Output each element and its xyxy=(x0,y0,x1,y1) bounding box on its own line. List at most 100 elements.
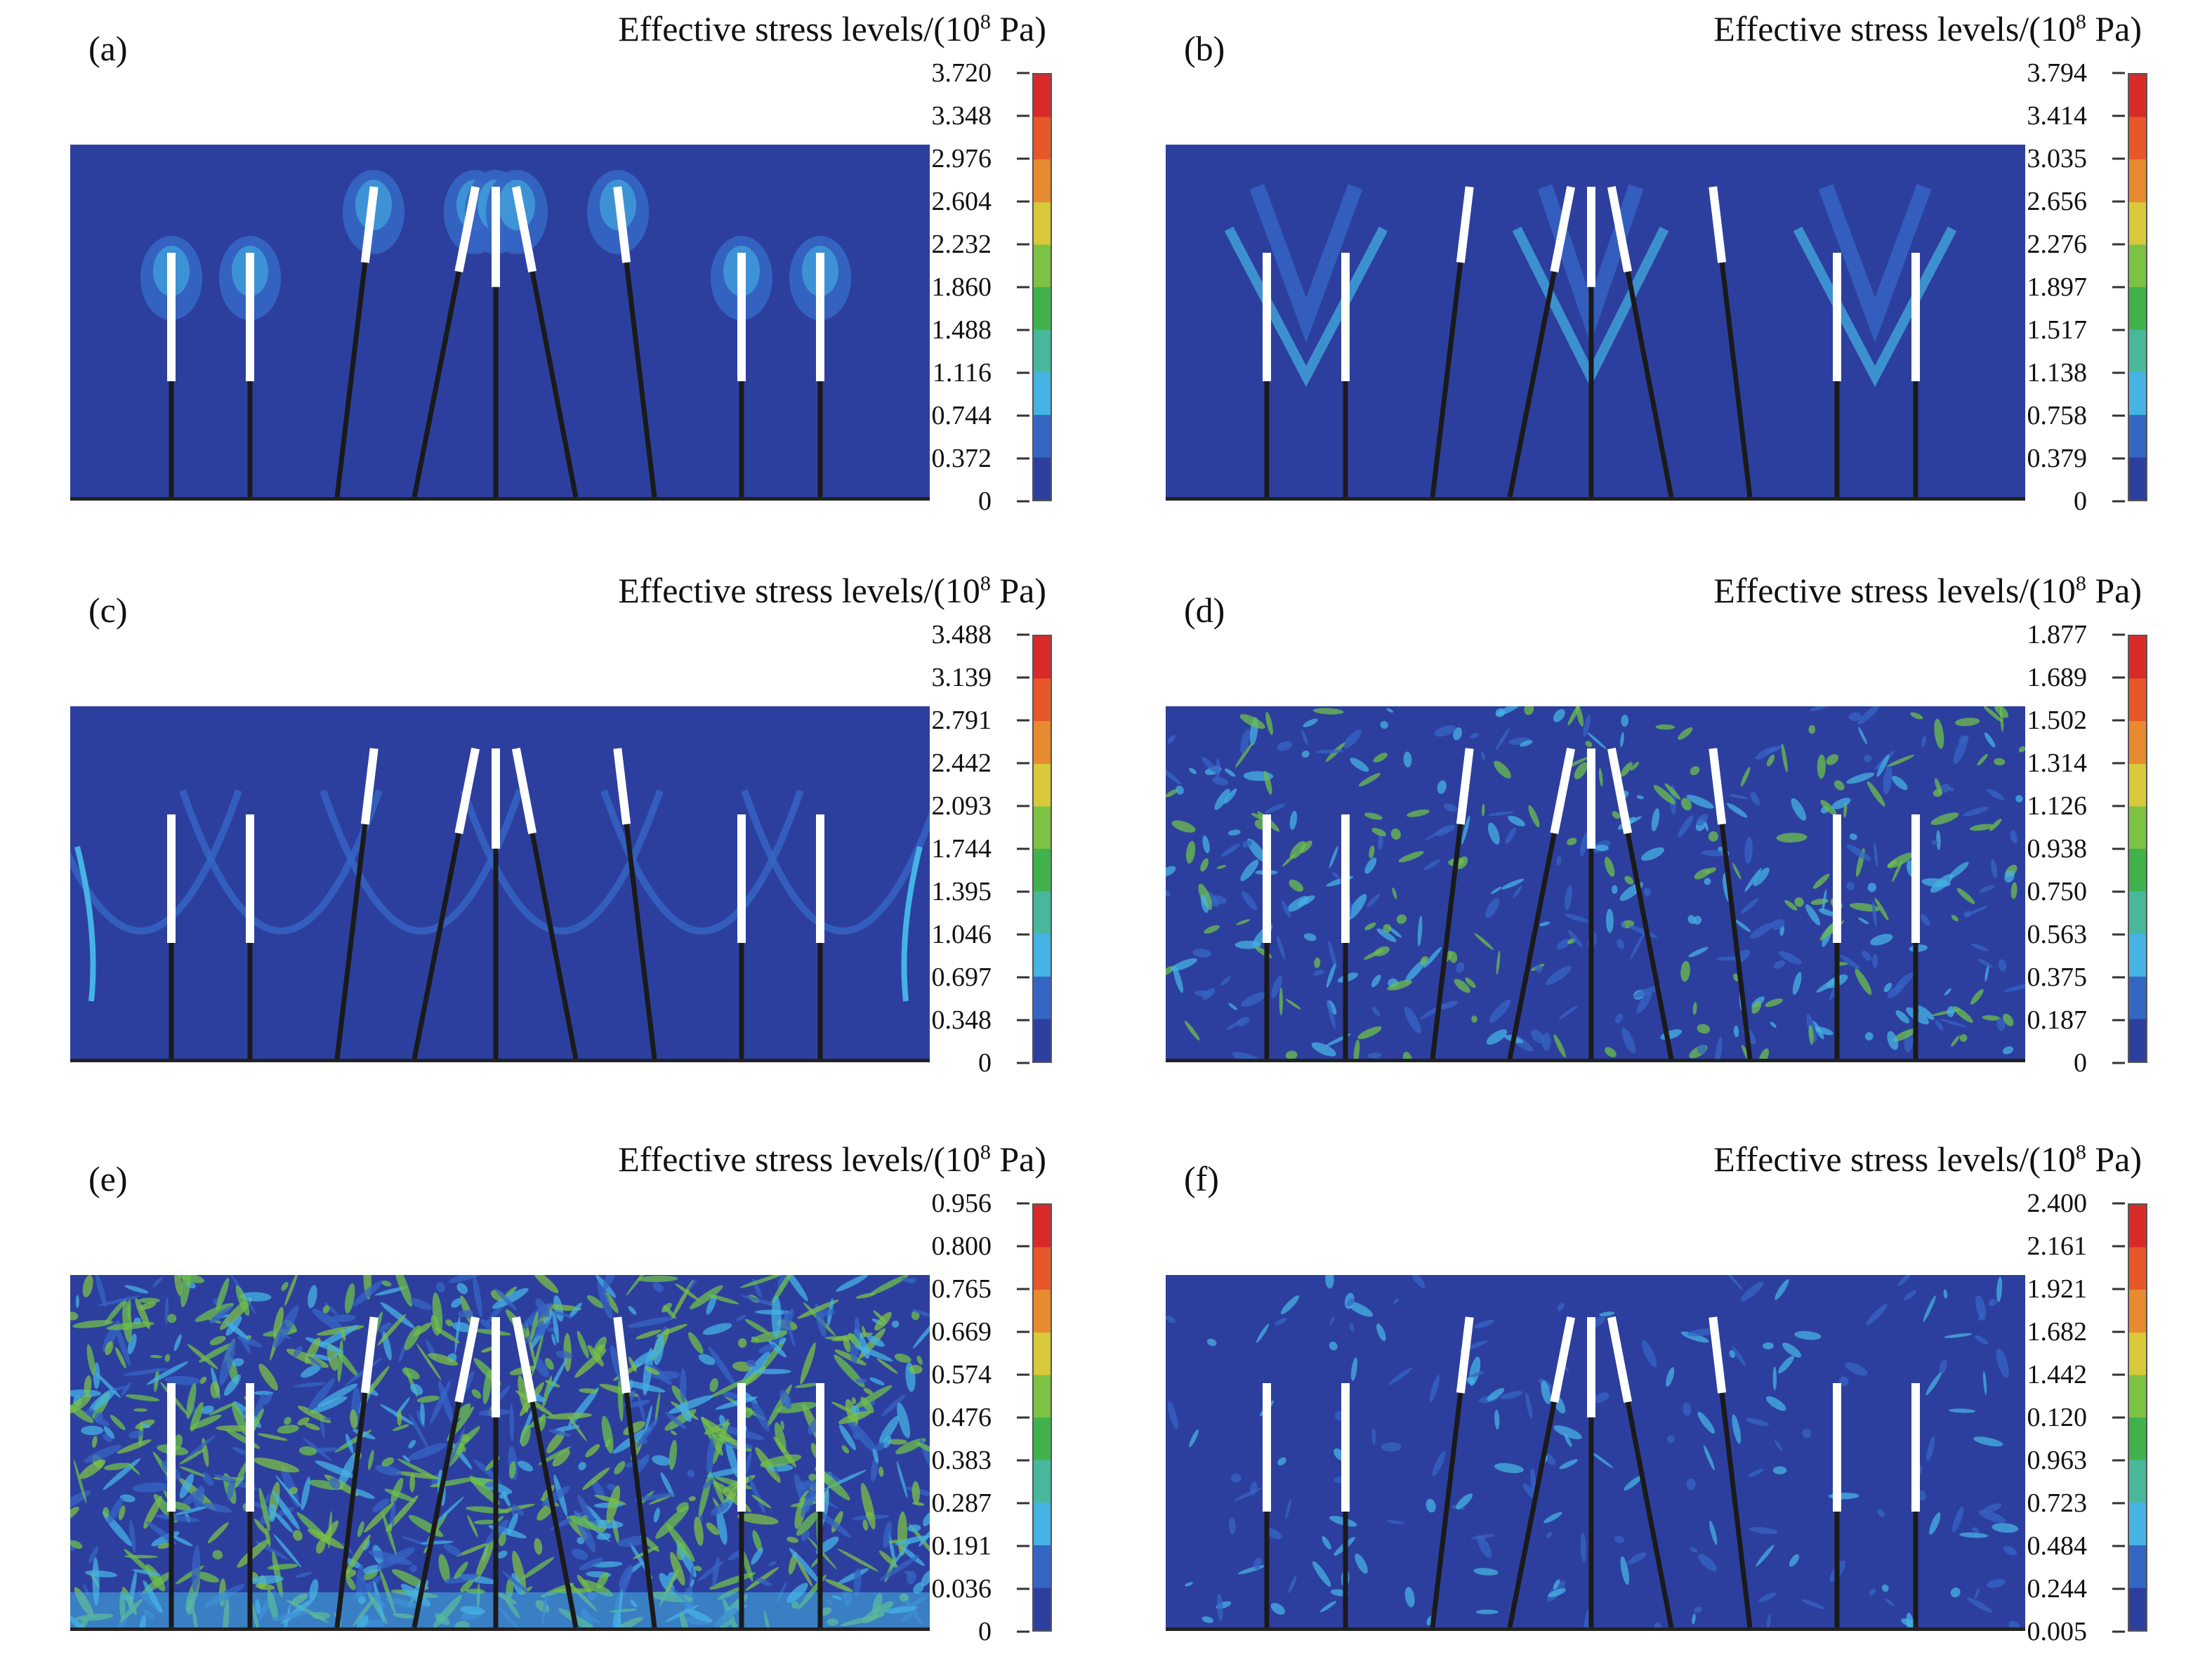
stress-speck xyxy=(1943,1289,1948,1299)
stress-speck xyxy=(498,1532,506,1547)
stress-speck xyxy=(1697,1411,1715,1434)
stress-speck xyxy=(173,1334,182,1352)
stress-speck xyxy=(789,1547,822,1585)
stress-speck xyxy=(1496,950,1501,975)
stress-speck xyxy=(771,1295,782,1338)
stress-speck xyxy=(1466,1376,1475,1385)
stress-speck xyxy=(698,1354,716,1366)
stress-arc xyxy=(74,846,96,1002)
stress-speck xyxy=(1239,714,1265,729)
stress-speck xyxy=(878,1466,884,1477)
panel-c: (c) Effective stress levels/(108 Pa) 3.488… xyxy=(0,562,1095,1109)
colorbar-title: Effective stress levels/(108 Pa) xyxy=(1713,570,2142,611)
stress-speck xyxy=(797,1300,839,1319)
stress-speck xyxy=(716,1509,728,1545)
stress-speck xyxy=(834,1349,867,1366)
stress-speck xyxy=(739,1275,785,1288)
stress-speck xyxy=(1530,1468,1536,1493)
stress-speck xyxy=(897,1402,911,1439)
stress-speck xyxy=(1758,1592,1777,1602)
stress-speck xyxy=(186,1382,197,1419)
colorbar-tick-mark xyxy=(2112,243,2125,246)
stress-speck xyxy=(737,1513,779,1525)
stress-speck xyxy=(854,1345,893,1362)
stress-speck xyxy=(341,1329,346,1341)
stress-speck xyxy=(1326,999,1336,1029)
stress-speck xyxy=(627,1316,674,1328)
stress-speck xyxy=(751,1336,760,1342)
stress-speck xyxy=(308,1378,335,1411)
stress-speck xyxy=(1979,885,1995,893)
panel-label: (a) xyxy=(88,29,128,68)
stress-speck xyxy=(736,1314,746,1321)
stress-speck xyxy=(690,1579,694,1587)
stress-speck xyxy=(1301,751,1310,758)
stress-speck xyxy=(1703,1445,1715,1470)
stress-speck xyxy=(1184,1020,1200,1041)
stress-speck xyxy=(1734,919,1751,932)
stress-speck xyxy=(1812,1021,1824,1040)
colorbar-tick-label: 0 xyxy=(978,487,992,516)
stress-speck xyxy=(687,1279,697,1290)
stress-speck xyxy=(1289,879,1304,892)
stress-speck xyxy=(444,1573,479,1584)
stress-speck xyxy=(1171,820,1196,833)
stress-speck xyxy=(1740,767,1751,787)
implant-head xyxy=(454,185,480,273)
stress-speck xyxy=(1329,1341,1338,1351)
stress-speck xyxy=(1971,1527,1980,1533)
implant-head xyxy=(1456,1316,1474,1394)
stress-speck xyxy=(870,1275,909,1295)
implants xyxy=(167,185,824,497)
stress-speck xyxy=(1728,794,1748,800)
stress-speck xyxy=(603,1275,617,1290)
stress-speck xyxy=(912,1502,925,1506)
stress-speck xyxy=(1456,962,1465,974)
stress-speck xyxy=(1513,885,1522,898)
stress-speck xyxy=(2015,795,2023,802)
stress-speck xyxy=(863,1387,874,1395)
colorbar-tick-mark xyxy=(1017,1630,1029,1633)
stress-speck xyxy=(1749,1527,1778,1534)
stress-speck xyxy=(253,1458,300,1473)
stress-speck xyxy=(869,1377,885,1386)
colorbar-title-unit: Pa) xyxy=(2086,1139,2142,1179)
panel-label: (c) xyxy=(88,590,128,630)
stress-speck xyxy=(1874,897,1889,921)
colorbar-title-unit: Pa) xyxy=(990,9,1046,48)
stress-speck xyxy=(890,1538,912,1570)
stress-speck xyxy=(1782,1342,1802,1358)
stress-speck xyxy=(317,1383,358,1407)
stress-speck xyxy=(855,1378,867,1384)
colorbar-tick-mark xyxy=(2112,1373,2125,1376)
implant-head xyxy=(613,186,631,263)
stress-speck xyxy=(715,1396,758,1410)
colorbar-tick-label: 1.046 xyxy=(931,920,992,949)
panel-d: (d) Effective stress levels/(108 Pa) 1.877… xyxy=(1095,562,2191,1109)
stress-speck xyxy=(1753,867,1770,887)
stress-speck xyxy=(1983,706,2003,722)
colorbar-tick-mark xyxy=(1017,457,1029,460)
stress-speck xyxy=(1892,859,1903,883)
stress-speck xyxy=(345,1283,355,1314)
stress-speck xyxy=(1465,977,1476,989)
stress-speck xyxy=(1817,754,1826,779)
stress-speck xyxy=(454,1316,461,1354)
stress-speck xyxy=(378,1322,392,1333)
stress-speck xyxy=(1349,1323,1355,1332)
stress-speck xyxy=(1285,1050,1298,1059)
stress-speck xyxy=(1789,1554,1799,1567)
stress-speck xyxy=(577,1537,585,1545)
colorbar-tick-label: 1.921 xyxy=(2027,1274,2088,1304)
stress-speck xyxy=(1548,1588,1567,1597)
stress-speck xyxy=(1996,1017,2006,1031)
stress-speck xyxy=(1633,985,1661,998)
stress-speck xyxy=(1801,1599,1826,1609)
stress-speck xyxy=(428,1353,458,1366)
stress-speck xyxy=(1494,760,1511,779)
stress-speck xyxy=(1688,946,1709,958)
colorbar-tick-label: 0.383 xyxy=(931,1446,992,1475)
stress-speck xyxy=(1346,1298,1355,1307)
stress-speck xyxy=(73,1459,87,1504)
stress-speck xyxy=(1255,946,1272,958)
